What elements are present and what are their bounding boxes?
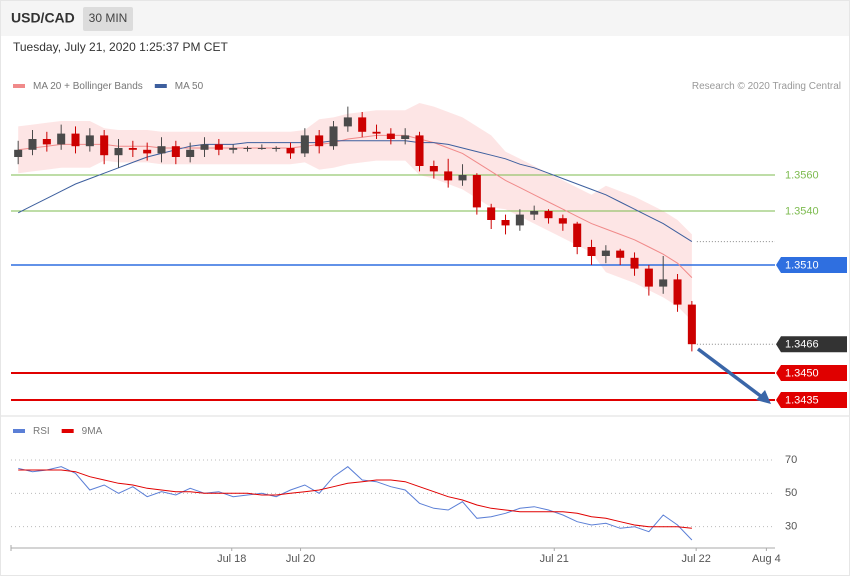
y-tick-label: 70 (785, 454, 797, 466)
candle-body (128, 148, 137, 150)
candle-body (616, 250, 625, 258)
candle-body (386, 133, 395, 139)
candle-body (558, 218, 567, 224)
timeframe[interactable]: 30 MIN (89, 11, 128, 25)
bollinger-band (18, 103, 692, 321)
level-label-box (776, 257, 847, 273)
timestamp: Tuesday, July 21, 2020 1:25:37 PM CET (13, 40, 228, 54)
candle-body (659, 279, 668, 287)
candle-body (687, 304, 696, 345)
candle-body (71, 133, 80, 147)
forecast-arrow-head (756, 390, 771, 404)
candle-body (114, 148, 123, 156)
moving-average-line (17, 140, 693, 243)
candle-body (429, 166, 438, 172)
candle-body (630, 257, 639, 269)
candle-body (300, 135, 309, 154)
candle-body (200, 144, 209, 150)
moving-average-line (18, 134, 693, 278)
timeframe-badge[interactable] (83, 7, 133, 31)
legend-swatch (61, 429, 74, 433)
candle-body (530, 211, 539, 215)
legend-label: MA 50 (175, 81, 204, 92)
candle-body (28, 139, 37, 150)
header-bar (1, 1, 849, 36)
level-label: 1.3560 (785, 169, 819, 181)
candle-body (214, 144, 223, 150)
rsi-line (18, 466, 693, 541)
rsi-line (18, 469, 692, 529)
candle-body (487, 207, 496, 220)
x-tick-label: Jul 18 (217, 553, 246, 565)
candle-body (286, 148, 295, 154)
candle-body (673, 279, 682, 305)
legend-label: MA 20 + Bollinger Bands (33, 81, 143, 92)
candle-body (644, 268, 653, 287)
candle-body (143, 149, 152, 154)
candle-body (243, 148, 252, 149)
level-label: 1.3435 (785, 394, 819, 406)
forecast-arrow (696, 347, 764, 399)
legend-swatch (154, 84, 167, 88)
candle-body (573, 223, 582, 247)
y-tick-label: 30 (785, 521, 797, 533)
candle-body (472, 175, 481, 208)
candle-body (415, 135, 424, 166)
candle-body (42, 139, 51, 145)
candle-body (501, 220, 510, 226)
level-label: 1.3450 (785, 367, 819, 379)
candle-body (171, 146, 180, 157)
copyright: Research © 2020 Trading Central (692, 81, 841, 92)
x-tick-label: Aug 4 (752, 553, 781, 565)
candle-body (100, 135, 109, 156)
legend-swatch (13, 84, 25, 88)
legend-swatch (13, 429, 25, 433)
candle-body (601, 250, 610, 256)
level-label: 1.3540 (785, 205, 819, 217)
candle-body (157, 146, 166, 154)
candle-body (57, 133, 66, 145)
level-label-box (776, 336, 847, 353)
candle-body (186, 149, 195, 157)
candle-body (458, 175, 467, 181)
candle-body (515, 214, 524, 226)
x-tick-label: Jul 20 (286, 553, 315, 565)
x-tick-label: Jul 21 (540, 553, 569, 565)
legend-label: 9MA (82, 426, 103, 437)
level-label: 1.3466 (785, 339, 819, 351)
level-label-box (776, 365, 847, 381)
level-label: 1.3510 (785, 259, 819, 271)
candle-body (544, 211, 553, 219)
candle-body (358, 117, 367, 132)
candle-body (272, 148, 281, 149)
candle-body (14, 149, 23, 157)
candle-body (85, 135, 94, 147)
candle-body (372, 131, 381, 134)
x-tick-label: Jul 22 (681, 553, 710, 565)
candle-body (444, 171, 453, 181)
candle-body (401, 135, 410, 139)
y-tick-label: 50 (785, 487, 797, 499)
symbol: USD/CAD (11, 10, 75, 26)
candle-body (329, 126, 338, 147)
candle-body (587, 247, 596, 256)
candle-body (257, 148, 266, 149)
candle-body (229, 148, 238, 150)
candle-body (315, 135, 324, 147)
level-label-box (776, 392, 847, 408)
candle-body (343, 117, 352, 127)
legend-label: RSI (33, 426, 50, 437)
